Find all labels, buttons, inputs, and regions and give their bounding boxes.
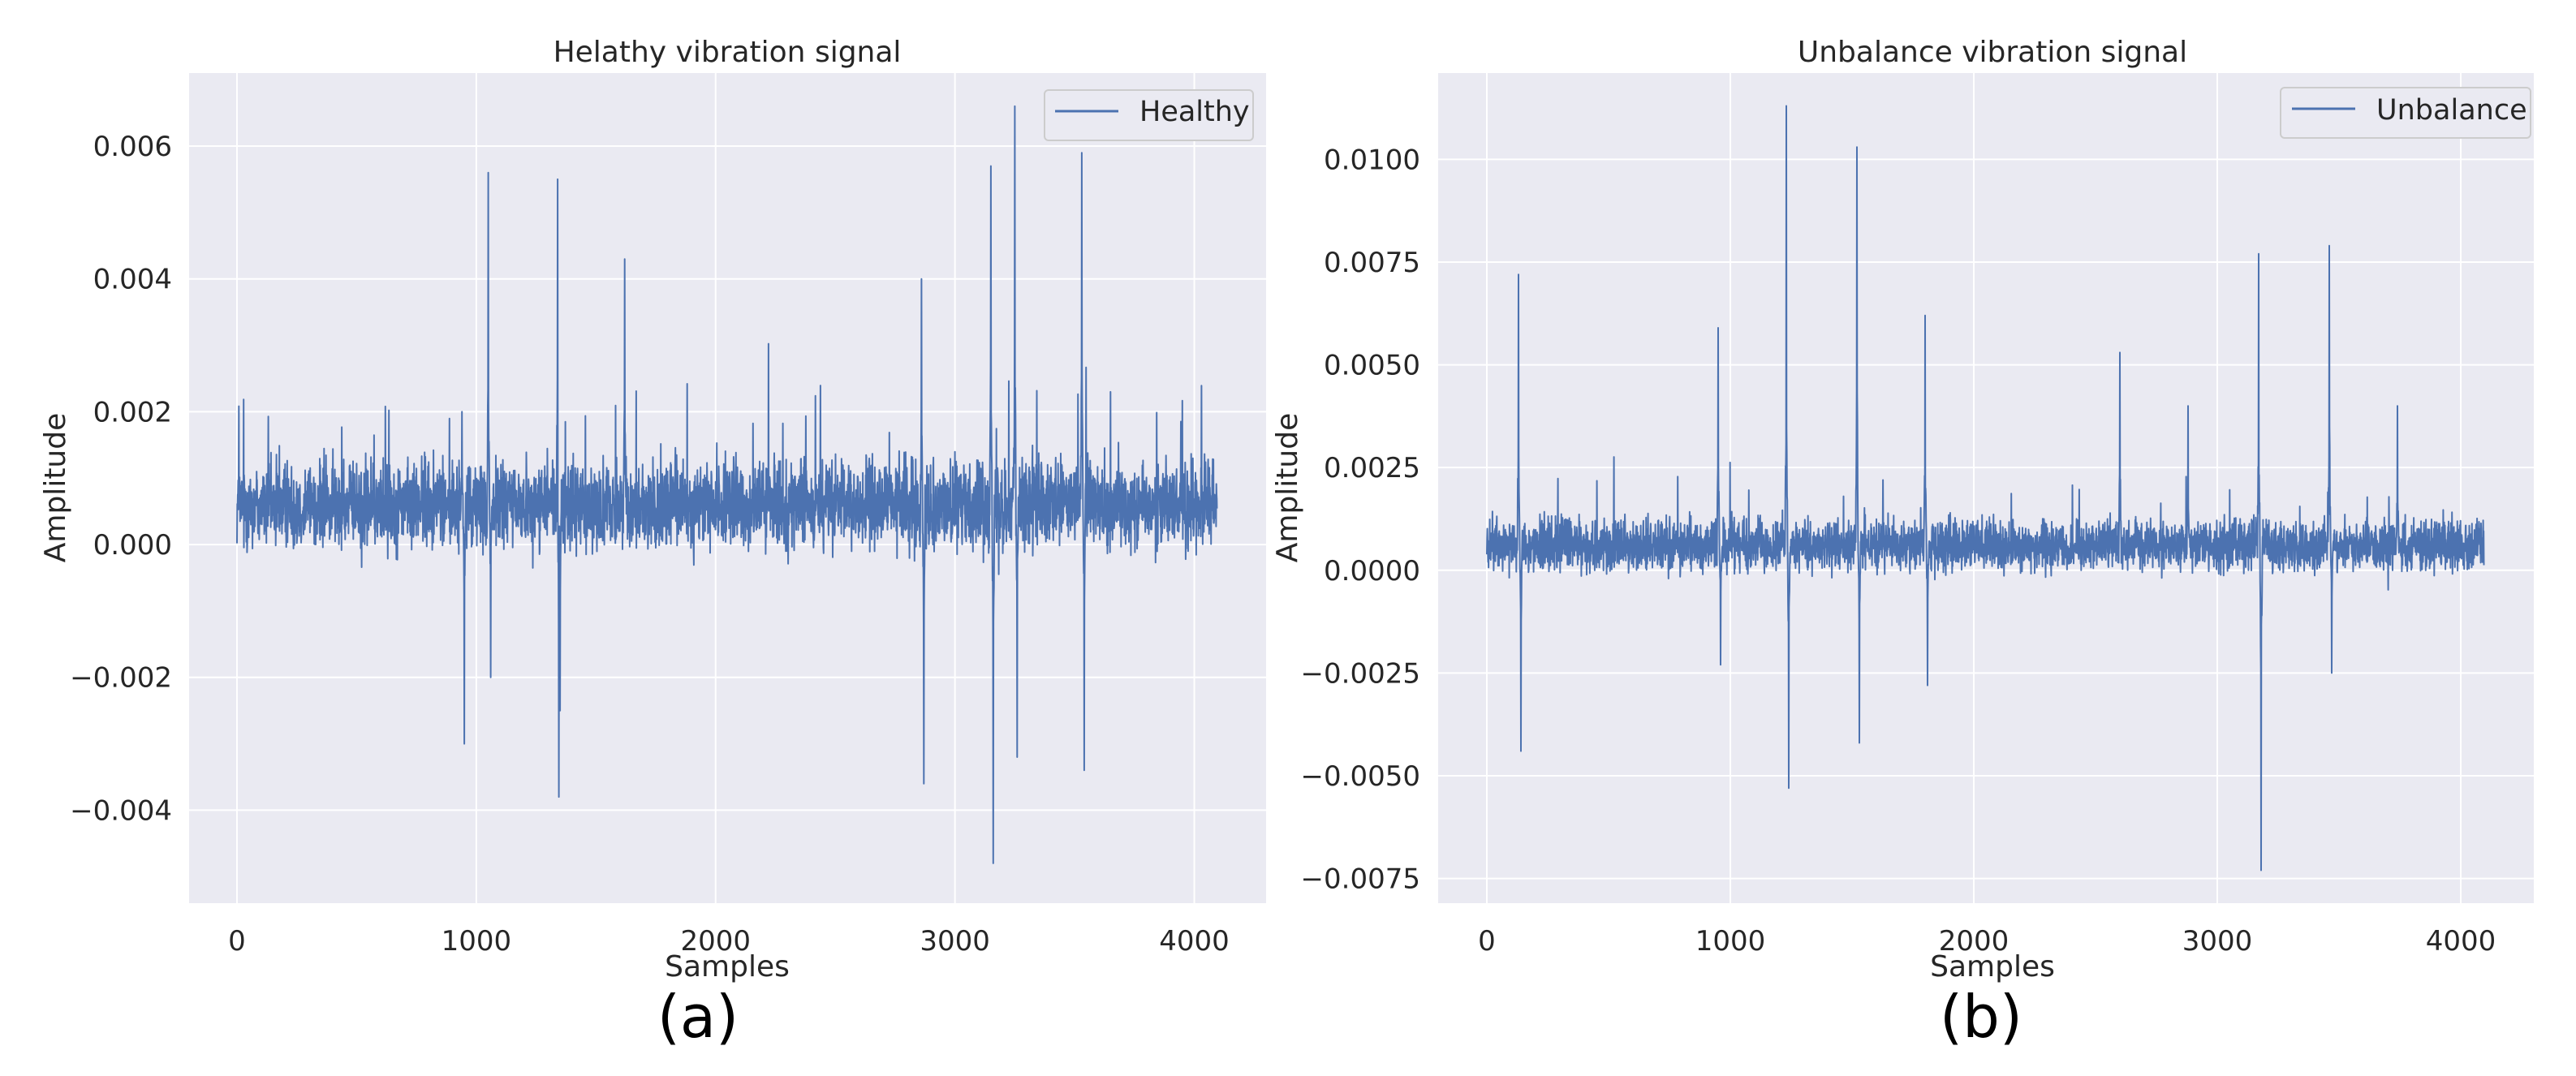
panel-label-a: (a) <box>657 983 739 1051</box>
x-axis-label: Samples <box>1930 950 2055 983</box>
legend-entry-unbalance: Unbalance <box>2376 94 2527 127</box>
y-tick-label: −0.0050 <box>1301 760 1420 793</box>
legend: Healthy <box>1044 89 1254 141</box>
x-axis-label: Samples <box>665 950 790 983</box>
x-tick-label: 4000 <box>2426 925 2496 958</box>
legend: Unbalance <box>2280 87 2531 139</box>
y-tick-label: −0.004 <box>70 794 172 827</box>
y-axis-label: Amplitude <box>39 413 72 562</box>
x-tick-label: 1000 <box>1695 925 1766 958</box>
chart-title: Unbalance vibration signal <box>1798 36 2187 69</box>
x-tick-label: 2000 <box>1939 925 2010 958</box>
chart-unbalance: 0 1000 2000 3000 4000 −0.0075 −0.0050 −0.0025 0.… <box>1271 36 2534 1051</box>
series-line-healthy <box>236 105 1218 864</box>
panel-label-b: (b) <box>1940 983 2022 1051</box>
y-tick-label: −0.002 <box>70 662 172 695</box>
chart-healthy: 0 1000 2000 3000 4000 −0.004 −0.002 0.000 0.002 0… <box>39 36 1266 1051</box>
y-tick-label: 0.0075 <box>1324 247 1420 279</box>
y-tick-label: −0.0075 <box>1301 863 1420 896</box>
signal-line <box>1486 105 2485 872</box>
x-tick-label: 2000 <box>680 925 751 958</box>
y-tick-label: 0.0025 <box>1324 452 1420 484</box>
tick-labels: 0 1000 2000 3000 4000 −0.004 −0.002 0.000 0.002 0… <box>70 131 1230 958</box>
legend-entry-healthy: Healthy <box>1139 96 1250 128</box>
y-tick-label: 0.0050 <box>1324 350 1420 382</box>
y-tick-label: 0.002 <box>93 396 172 428</box>
legend-box <box>2280 87 2531 139</box>
tick-labels: 0 1000 2000 3000 4000 −0.0075 −0.0050 −0.0025 0.… <box>1301 144 2496 958</box>
x-tick-label: 0 <box>1478 925 1496 958</box>
y-tick-label: 0.0100 <box>1324 144 1420 176</box>
x-tick-label: 3000 <box>2182 925 2253 958</box>
series-line-unbalance <box>1486 105 2485 872</box>
y-tick-label: 0.004 <box>93 264 172 296</box>
y-tick-label: 0.006 <box>93 131 172 163</box>
y-tick-label: 0.0000 <box>1324 555 1420 587</box>
y-tick-label: 0.000 <box>93 529 172 562</box>
legend-box <box>1044 89 1254 141</box>
signal-line <box>236 105 1218 864</box>
y-axis-label: Amplitude <box>1271 413 1304 562</box>
x-tick-label: 1000 <box>442 925 512 958</box>
x-tick-label: 4000 <box>1159 925 1230 958</box>
x-tick-label: 3000 <box>920 925 990 958</box>
plot-background <box>1438 73 2534 903</box>
chart-title: Helathy vibration signal <box>554 36 902 69</box>
x-tick-label: 0 <box>228 925 246 958</box>
y-tick-label: −0.0025 <box>1301 657 1420 690</box>
